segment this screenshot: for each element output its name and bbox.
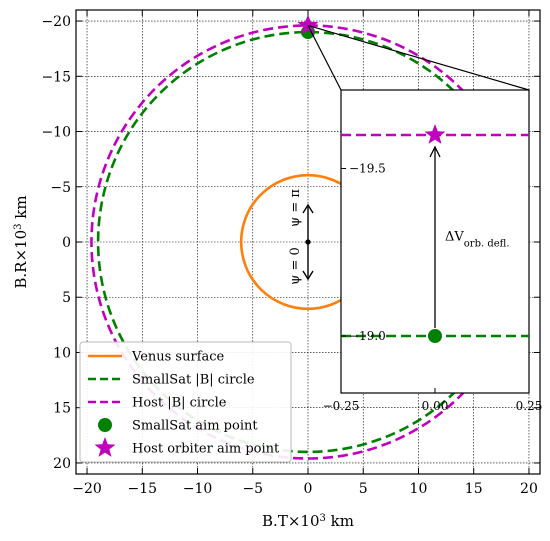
y-tick-label: −10 — [41, 125, 71, 141]
zoom-connector-right — [307, 24, 530, 91]
annotation-layer: ψ = π ψ = 0 — [288, 189, 314, 285]
y-tick-label: −20 — [41, 14, 71, 30]
legend-label: Venus surface — [131, 350, 225, 365]
inset-plot — [341, 124, 529, 343]
x-tick-label: −15 — [128, 481, 158, 497]
y-tick-label: −15 — [41, 69, 71, 85]
legend-swatch — [98, 418, 112, 432]
delta-v-label: ΔVorb. defl. — [445, 230, 510, 250]
psi-pi-label: ψ = π — [288, 189, 303, 227]
legend-label: SmallSat |B| circle — [132, 373, 255, 388]
x-tick-label: 5 — [359, 481, 368, 497]
legend-label: Host |B| circle — [132, 396, 227, 411]
delta-v-arrow-head — [429, 145, 441, 158]
y-tick-label: 0 — [62, 235, 71, 251]
y-axis-title: B.R×103 km — [12, 195, 30, 288]
x-tick-label: −10 — [183, 481, 213, 497]
x-axis-title: B.T×103 km — [262, 512, 354, 530]
inset-x-tick-label: 0.00 — [422, 399, 449, 413]
psi-pi-arrow-head — [302, 203, 314, 214]
y-tick-label: 15 — [53, 401, 71, 417]
legend-label: Host orbiter aim point — [132, 442, 280, 457]
x-tick-label: 15 — [465, 481, 483, 497]
y-tick-label: 5 — [62, 290, 71, 306]
inset-y-tick-label: −19.5 — [349, 162, 386, 176]
zoom-connector-left — [307, 25, 342, 91]
x-tick-label: 10 — [410, 481, 428, 497]
x-tick-label: −5 — [242, 481, 263, 497]
y-tick-label: 20 — [53, 456, 71, 472]
x-tick-label: −20 — [72, 481, 102, 497]
y-tick-label: −5 — [50, 180, 71, 196]
psi-zero-arrow-head — [302, 270, 314, 281]
host-orbiter-aim-point-marker — [297, 14, 319, 35]
y-tick-label: 10 — [53, 345, 71, 361]
zoom-inset: −0.25 0.00 0.25 −19.5 −19.0 ΔVorb. defl. — [307, 24, 543, 413]
inset-x-tick-label: −0.25 — [323, 399, 360, 413]
inset-y-tick-label: −19.0 — [349, 329, 386, 343]
origin-dot — [305, 239, 311, 245]
legend-swatch — [94, 437, 116, 457]
legend: Venus surface SmallSat |B| circle Host |B|… — [79, 341, 292, 463]
x-tick-label: 20 — [520, 481, 538, 497]
inset-smallsat-marker — [428, 329, 442, 343]
x-tick-label: 0 — [304, 481, 313, 497]
legend-box — [79, 341, 292, 463]
inset-x-tick-label: 0.25 — [516, 399, 543, 413]
psi-zero-label: ψ = 0 — [288, 247, 303, 285]
legend-label: SmallSat aim point — [132, 419, 258, 434]
inset-host-marker — [424, 124, 446, 144]
